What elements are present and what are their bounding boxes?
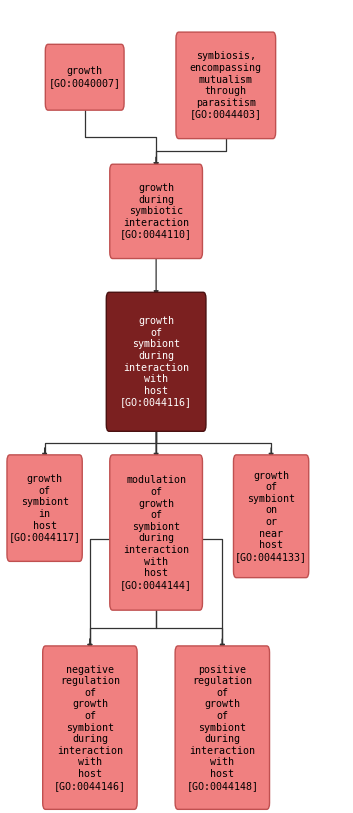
FancyBboxPatch shape	[176, 33, 276, 138]
FancyBboxPatch shape	[110, 164, 203, 259]
Text: growth
of
symbiont
on
or
near
host
[GO:0044133]: growth of symbiont on or near host [GO:0…	[235, 471, 307, 562]
FancyBboxPatch shape	[233, 454, 309, 577]
FancyBboxPatch shape	[106, 292, 206, 431]
Text: growth
of
symbiont
in
host
[GO:0044117]: growth of symbiont in host [GO:0044117]	[8, 474, 80, 542]
Text: growth
of
symbiont
during
interaction
with
host
[GO:0044116]: growth of symbiont during interaction wi…	[120, 316, 192, 407]
FancyBboxPatch shape	[175, 646, 270, 810]
Text: growth
during
symbiotic
interaction
[GO:0044110]: growth during symbiotic interaction [GO:…	[120, 183, 192, 240]
FancyBboxPatch shape	[7, 454, 82, 561]
Text: positive
regulation
of
growth
of
symbiont
during
interaction
with
host
[GO:00441: positive regulation of growth of symbion…	[186, 665, 258, 790]
Text: growth
[GO:0040007]: growth [GO:0040007]	[49, 67, 121, 88]
FancyBboxPatch shape	[110, 455, 203, 610]
Text: modulation
of
growth
of
symbiont
during
interaction
with
host
[GO:0044144]: modulation of growth of symbiont during …	[120, 476, 192, 589]
Text: negative
regulation
of
growth
of
symbiont
during
interaction
with
host
[GO:00441: negative regulation of growth of symbion…	[54, 665, 126, 790]
FancyBboxPatch shape	[43, 646, 137, 810]
FancyBboxPatch shape	[45, 44, 124, 110]
Text: symbiosis,
encompassing
mutualism
through
parasitism
[GO:0044403]: symbiosis, encompassing mutualism throug…	[190, 51, 262, 120]
